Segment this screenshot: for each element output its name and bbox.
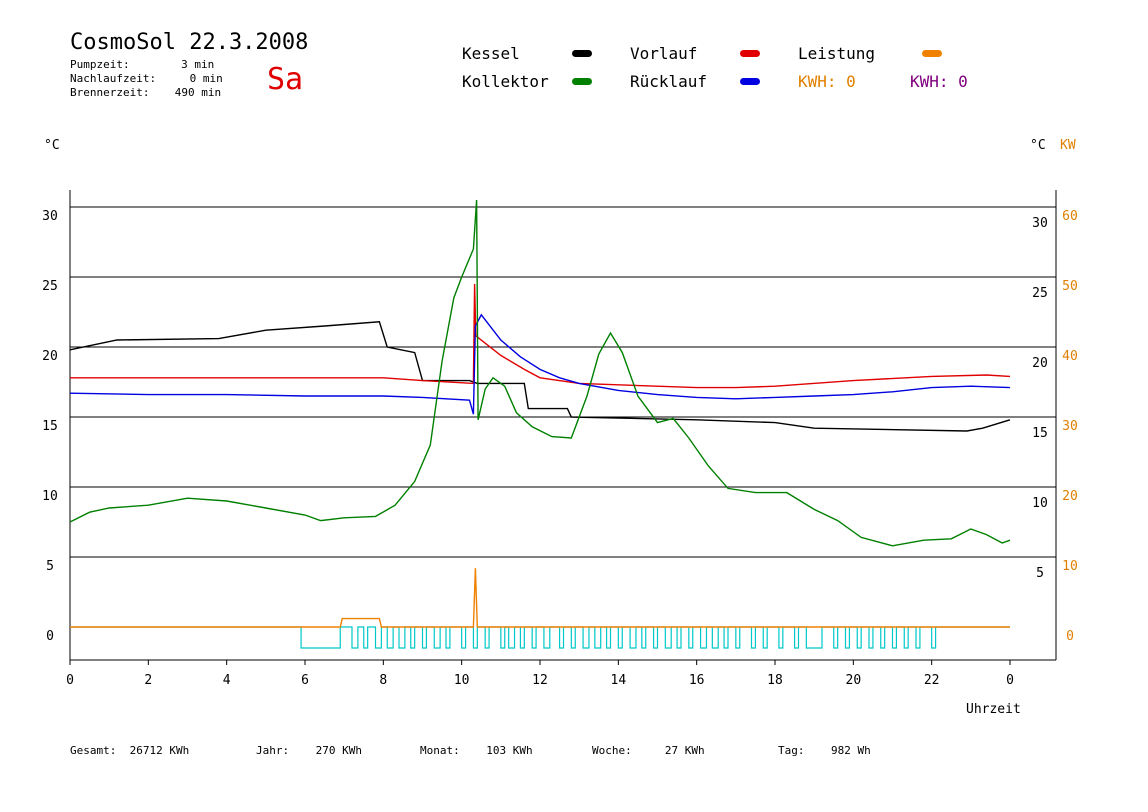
- y-tick-kw-20: 20: [1062, 489, 1078, 504]
- footer-value: 26712 KWh: [129, 744, 190, 757]
- stat-label: Nachlaufzeit:: [70, 72, 157, 85]
- legend-vorlauf-swatch: [740, 50, 760, 57]
- kw-axis-unit: KW: [1060, 138, 1076, 153]
- y-tick-kw-10: 10: [1062, 559, 1078, 574]
- x-tick-1: 2: [144, 673, 152, 688]
- legend-ruecklauf-swatch: [740, 78, 760, 85]
- y-tick-left-5: 5: [46, 559, 54, 574]
- stat-value: 490 min: [174, 86, 222, 99]
- y-tick-right-25: 25: [1032, 286, 1048, 301]
- series-line-rücklauf: [69, 313, 1011, 415]
- y-tick-left-15: 15: [42, 419, 58, 434]
- x-tick-8: 16: [689, 673, 705, 688]
- weekday-label: Sa: [267, 62, 304, 97]
- footer-label: Jahr:: [256, 744, 290, 757]
- y-tick-left-30: 30: [42, 209, 58, 224]
- stat-value: 3 min: [181, 58, 215, 71]
- y-tick-left-10: 10: [42, 489, 58, 504]
- y-tick-right-20: 20: [1032, 356, 1048, 371]
- footer-tag: Tag: 982 Wh: [778, 744, 871, 757]
- footer-label: Gesamt:: [70, 744, 117, 757]
- y-tick-right-30: 30: [1032, 216, 1048, 231]
- footer-value: 270 KWh: [315, 744, 362, 757]
- page-title: CosmoSol 22.3.2008: [70, 30, 309, 55]
- stat-brennerzeit: Brennerzeit: 490 min: [70, 86, 221, 99]
- series-line-vorlauf: [70, 283, 1011, 389]
- left-axis-unit: °C: [44, 138, 60, 153]
- x-tick-5: 10: [454, 673, 470, 688]
- y-tick-kw-60: 60: [1062, 209, 1078, 224]
- stat-nachlaufzeit: Nachlaufzeit: 0 min: [70, 72, 223, 85]
- x-tick-0: 0: [66, 673, 74, 688]
- x-tick-3: 6: [301, 673, 309, 688]
- legend-kessel-swatch: [572, 50, 592, 57]
- legend-kollektor-swatch: [572, 78, 592, 85]
- series-line-kessel: [69, 321, 1011, 432]
- footer-label: Woche:: [592, 744, 632, 757]
- y-tick-kw-30: 30: [1062, 419, 1078, 434]
- footer-woche: Woche: 27 KWh: [592, 744, 705, 757]
- footer-monat: Monat: 103 KWh: [420, 744, 533, 757]
- y-tick-left-25: 25: [42, 279, 58, 294]
- footer-value: 27 KWh: [664, 744, 705, 757]
- stat-pumpzeit: Pumpzeit: 3 min: [70, 58, 214, 71]
- footer-value: 103 KWh: [486, 744, 533, 757]
- footer-label: Monat:: [420, 744, 460, 757]
- x-tick-12: 0: [1006, 673, 1014, 688]
- legend-kollektor-label: Kollektor: [462, 72, 549, 91]
- x-tick-11: 22: [924, 673, 940, 688]
- footer-jahr: Jahr: 270 KWh: [256, 744, 362, 757]
- x-tick-10: 20: [846, 673, 862, 688]
- y-tick-left-20: 20: [42, 349, 58, 364]
- y-tick-left-0: 0: [46, 629, 54, 644]
- stat-label: Pumpzeit:: [70, 58, 130, 71]
- right-axis-unit: °C: [1030, 138, 1046, 153]
- legend-kwh-purple: KWH: 0: [910, 72, 968, 91]
- footer-value: 982 Wh: [831, 744, 871, 757]
- x-tick-9: 18: [767, 673, 783, 688]
- y-tick-right-10: 10: [1032, 496, 1048, 511]
- legend-ruecklauf-label: Rücklauf: [630, 72, 708, 91]
- footer-gesamt: Gesamt: 26712 KWh: [70, 744, 189, 757]
- stat-value: 0 min: [189, 72, 223, 85]
- x-tick-6: 12: [532, 673, 548, 688]
- legend-leistung-label: Leistung: [798, 44, 876, 63]
- y-tick-kw-50: 50: [1062, 279, 1078, 294]
- pump-series-line: [70, 626, 1010, 649]
- series-line-leistung: [70, 568, 1010, 628]
- x-tick-2: 4: [223, 673, 231, 688]
- y-tick-right-15: 15: [1032, 426, 1048, 441]
- legend-kessel-label: Kessel: [462, 44, 520, 63]
- x-axis-label: Uhrzeit: [966, 702, 1021, 717]
- y-tick-right-5: 5: [1036, 566, 1044, 581]
- footer-label: Tag:: [778, 744, 805, 757]
- x-tick-4: 8: [379, 673, 387, 688]
- legend-leistung-swatch: [922, 50, 942, 57]
- legend-vorlauf-label: Vorlauf: [630, 44, 698, 63]
- series-line-kollektor: [69, 199, 1011, 547]
- x-tick-7: 14: [611, 673, 627, 688]
- stat-label: Brennerzeit:: [70, 86, 150, 99]
- y-tick-kw-40: 40: [1062, 349, 1078, 364]
- legend-kwh-orange: KWH: 0: [798, 72, 856, 91]
- y-tick-kw-0: 0: [1066, 629, 1074, 644]
